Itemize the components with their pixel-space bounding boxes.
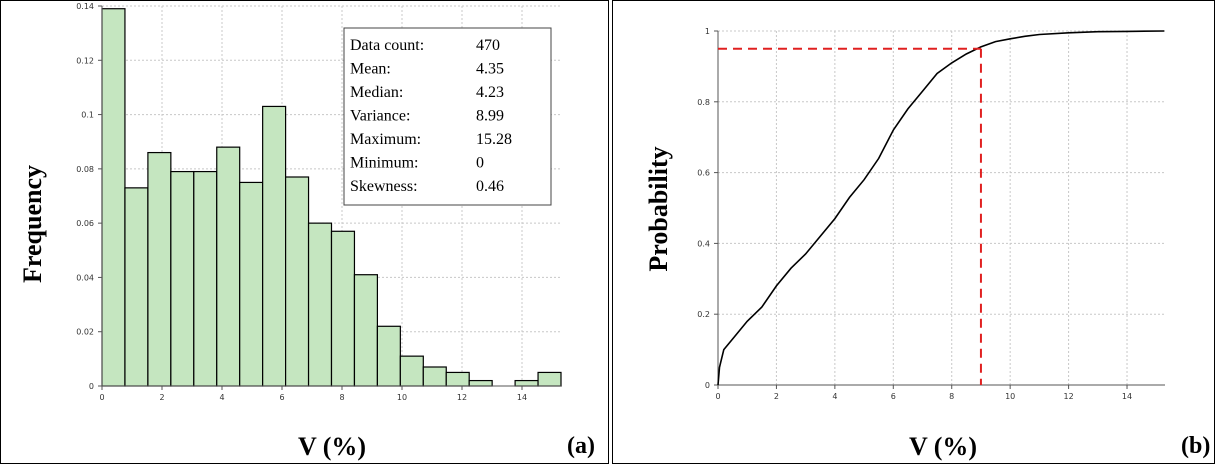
stats-value: 470 [476, 37, 500, 54]
histogram-bar [216, 146, 241, 387]
stats-value: 4.35 [476, 61, 504, 78]
y-tick-label: 0.06 [76, 219, 94, 228]
x-tick-label: 2 [159, 393, 164, 402]
stats-value: 15.28 [476, 131, 512, 148]
y-tick-label: 0.6 [697, 169, 710, 178]
stats-value: 4.23 [476, 84, 504, 101]
y-tick-label: 0.14 [76, 2, 94, 11]
histogram-bar [239, 181, 264, 387]
stats-value: 0 [476, 155, 484, 172]
y-tick-label: 0 [705, 381, 710, 390]
y-tick-label: 0.4 [697, 239, 710, 248]
stats-label: Mean: [350, 61, 391, 78]
stats-value: 0.46 [476, 178, 504, 195]
histogram-bar [445, 371, 470, 387]
stats-label: Median: [350, 84, 403, 101]
y-tick-label: 0.8 [697, 98, 710, 107]
histogram-bar [262, 105, 287, 387]
y-tick-label: 0 [89, 382, 94, 391]
x-tick-label: 0 [715, 392, 720, 401]
stats-label: Data count: [350, 37, 424, 54]
histogram-bar [330, 230, 356, 387]
y-tick-label: 0.04 [76, 273, 94, 282]
x-tick-label: 14 [517, 393, 527, 402]
x-tick-label: 14 [1122, 392, 1132, 401]
panel-label: (b) [1181, 433, 1210, 459]
stats-label: Skewness: [350, 178, 418, 195]
x-tick-label: 10 [397, 393, 407, 402]
histogram-bar [376, 325, 401, 387]
x-tick-label: 8 [949, 392, 954, 401]
histogram-bar [285, 176, 310, 387]
histogram-bar [399, 355, 424, 387]
histogram-bar [537, 371, 562, 387]
y-axis-title: Frequency [18, 165, 47, 283]
x-tick-label: 8 [339, 393, 344, 402]
cdf-chart: 0 2 4 6 8 10 12 14 0 0.2 0.4 0.6 0.8 1 Probability V … [644, 27, 1210, 461]
x-axis-title: V (%) [298, 432, 366, 461]
cdf-line [717, 30, 1165, 386]
x-tick-label: 12 [457, 393, 467, 402]
y-tick-label: 0.1 [81, 111, 94, 120]
x-tick-label: 0 [99, 393, 104, 402]
histogram-chart: 0 2 4 6 8 10 12 1400.020.040.060.080.10.120.14 … [18, 2, 595, 461]
x-tick-label: 12 [1063, 392, 1073, 401]
x-tick-label: 4 [832, 392, 837, 401]
panel-label: (a) [567, 433, 595, 459]
cdf-panel: 0 2 4 6 8 10 12 14 0 0.2 0.4 0.6 0.8 1 Probability V … [612, 0, 1215, 464]
x-tick-label: 2 [774, 392, 779, 401]
y-axis-title: Probability [644, 146, 673, 271]
stats-label: Maximum: [350, 131, 421, 148]
stats-label: Variance: [350, 108, 410, 125]
histogram-bar [468, 379, 493, 387]
y-tick-label: 0.02 [76, 328, 94, 337]
y-tick-label: 1 [705, 27, 710, 36]
stats-box [343, 27, 552, 206]
histogram-bar [147, 151, 172, 387]
x-tick-label: 6 [891, 392, 896, 401]
y-tick-label: 0.12 [76, 56, 94, 65]
histogram-bar [514, 379, 539, 387]
histogram-bar [422, 366, 447, 387]
stats-label: Minimum: [350, 155, 418, 172]
x-axis-title: V (%) [909, 432, 977, 461]
histogram-bar [124, 187, 149, 387]
y-tick-label: 0.08 [76, 165, 94, 174]
histogram-bar [101, 8, 126, 387]
histogram-bar [170, 170, 195, 387]
histogram-panel: 0 2 4 6 8 10 12 14 0 0.02 0.04 0.06 0.08 0.1 0.12 0.14 … [0, 0, 609, 464]
stats-value: 8.99 [476, 108, 504, 125]
x-tick-label: 4 [219, 393, 224, 402]
y-tick-label: 0.2 [697, 310, 710, 319]
histogram-bar [193, 170, 218, 387]
histogram-bar [353, 274, 379, 387]
x-tick-label: 6 [279, 393, 284, 402]
histogram-bar [307, 222, 333, 387]
x-tick-label: 10 [1005, 392, 1015, 401]
